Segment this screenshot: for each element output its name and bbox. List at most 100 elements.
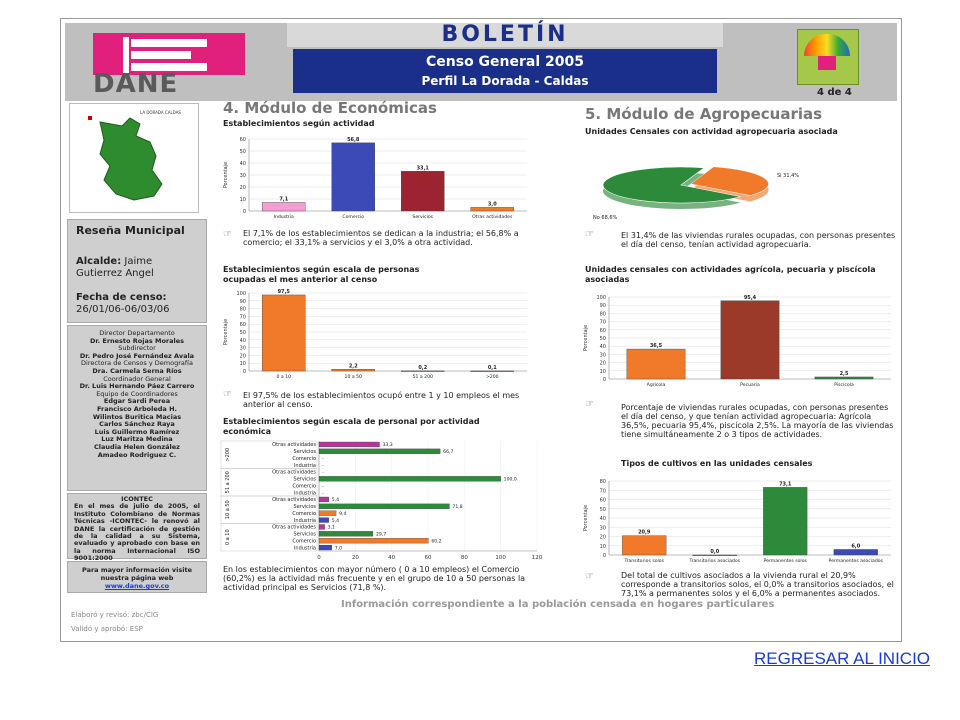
y-tick-label: 50 [240, 330, 246, 336]
y-tick-label: 60 [240, 137, 246, 143]
web-box: Para mayor información visite nuestra pá… [67, 561, 207, 593]
bar-10a50-4 [318, 517, 329, 523]
row-label: Comercio [292, 511, 316, 517]
x-category-label: Transitorios solos [623, 558, 664, 564]
bar-200-1 [318, 441, 380, 448]
bar-3 [401, 370, 445, 372]
y-tick-label: 20 [240, 353, 246, 359]
pointing-hand-icon: ☞ [223, 389, 232, 400]
bar-1 [626, 348, 686, 380]
dane-logo: DANE [93, 33, 245, 99]
row-label: Otras actividades [272, 497, 316, 503]
web-text: Para mayor información visite nuestra pá… [82, 566, 192, 582]
credit-role: Coordinador General [103, 374, 171, 383]
bar-2 [331, 142, 375, 212]
x-category-label: 0 a 10 [276, 374, 291, 380]
y-tick-label: 20 [600, 535, 606, 541]
x-category-label: 10 a 50 [345, 374, 363, 380]
y-tick-label: 90 [600, 303, 606, 309]
map-label: LA DORADA CALDAS [140, 110, 181, 115]
bar-0a10-4 [318, 544, 332, 551]
rainbow-icon [804, 34, 850, 56]
y-tick-label: 0 [243, 369, 246, 375]
bar-value-label: - [322, 484, 324, 489]
group-label: 51 a 200 [225, 471, 231, 493]
bar-3 [814, 376, 874, 380]
bar-4 [833, 549, 878, 556]
credit-name: Edgar Sardi Perea [103, 397, 171, 406]
bar-value-label: 97,5 [278, 289, 291, 295]
bar-3 [763, 487, 808, 556]
y-tick-label: 0 [243, 209, 246, 215]
map-image: LA DORADA CALDAS [88, 110, 181, 201]
title-band: BOLETÍN Censo General 2005 Perfil La Dor… [287, 23, 723, 93]
y-tick-label: 80 [240, 307, 246, 313]
bar-0a10-1 [318, 524, 325, 530]
bar-0a10-3 [318, 538, 429, 544]
chart-personal-por-actividad: 0 20 40 60 80 100 120 >200 Otras actividades 33,3… [220, 440, 543, 561]
pointing-hand-icon: ☞ [223, 229, 232, 240]
y-tick-label: 100 [596, 295, 606, 301]
y-tick-label: 50 [600, 336, 606, 342]
y-tick-label: 30 [240, 346, 246, 352]
profile-line: Perfil La Dorada - Caldas [421, 74, 589, 88]
bulletin-frame: DANE BOLETÍN Censo General 2005 Perfil L… [60, 18, 902, 642]
y-tick-label: 70 [600, 488, 606, 494]
bar-1 [622, 535, 667, 556]
chart-establecimientos-actividad: Porcentaje 0 10 20 30 40 50 60 7,1 Industria 56,8 C… [223, 137, 527, 220]
bulletin-title: BOLETÍN [287, 23, 723, 47]
credit-name: Dr. Pedro José Fernández Avala [79, 351, 195, 360]
y-tick-label: 40 [600, 516, 606, 522]
bar-value-label: 29,7 [376, 532, 386, 538]
credit-name: Luis Guillermo Ramírez [94, 427, 180, 436]
x-category-label: Otras actividades [472, 214, 513, 220]
bar-2 [720, 300, 780, 380]
bar-1 [262, 294, 306, 372]
pie-title: Unidades Censales con actividad agropecu… [585, 127, 838, 136]
y-tick-label: 30 [240, 173, 246, 179]
chart2-note: El 97,5% de los establecimientos ocupó e… [243, 391, 520, 409]
census-poster-image [797, 29, 859, 85]
chart5-title: Unidades censales con actividades agríco… [585, 265, 876, 284]
bar-value-label: - [322, 471, 324, 476]
row-label: Otras actividades [272, 525, 316, 531]
row-label: Otras actividades [272, 470, 316, 476]
chart1-note: El 7,1% de los establecimientos se dedic… [243, 229, 519, 247]
y-tick-label: 70 [600, 320, 606, 326]
footer-note: Información correspondiente a la poblaci… [341, 599, 775, 610]
bar-value-label: 3,0 [488, 201, 497, 207]
title-box: Censo General 2005 Perfil La Dorada - Ca… [293, 49, 717, 93]
bar-value-label: 0,1 [488, 365, 497, 371]
x-category-label: >200 [486, 374, 499, 380]
chart3-note: En los establecimientos con mayor número… [223, 565, 526, 592]
credit-role: Director Departamento [99, 329, 175, 337]
y-tick-label: 10 [240, 361, 246, 367]
row-label: Servicios [294, 477, 317, 483]
bar-4 [470, 207, 514, 212]
credit-name: Luz Maritza Medina [101, 435, 173, 444]
pie-slice-no [602, 166, 741, 204]
page-number: 4 de 4 [817, 87, 852, 98]
x-category-label: Servicios [412, 214, 433, 220]
icontec-title: ICONTEC [121, 495, 153, 503]
y-tick-label: 20 [600, 361, 606, 367]
web-url-link[interactable]: www.dane.gov.co [104, 582, 170, 590]
pie-label-si: Si 31,4% [777, 173, 799, 179]
back-to-start-link[interactable]: REGRESAR AL INICIO [753, 649, 931, 668]
chart1-title: Establecimientos según actividad [223, 119, 375, 128]
credit-name: Francisco Arboleda H. [97, 404, 177, 413]
icontec-box: ICONTEC En el mes de julio de 2005, el I… [67, 493, 207, 562]
row-label: Servicios [294, 532, 317, 538]
row-label: Industria [294, 490, 316, 496]
bar-value-label: - [322, 491, 324, 496]
bar-200-2 [318, 448, 441, 454]
bar-10a50-3 [318, 510, 337, 516]
bar-1 [262, 202, 306, 212]
alcalde-block: Alcalde: Jaime Gutierrez Angel [76, 256, 200, 280]
alcalde-name: Jaime Gutierrez Angel [76, 256, 154, 279]
bar-value-label: 60,2 [431, 538, 441, 544]
y-tick-label: 80 [600, 311, 606, 317]
bar-value-label: 2,5 [840, 371, 849, 377]
bar-value-label: 73,1 [779, 481, 792, 487]
chart6-title: Tipos de cultivos en las unidades censal… [621, 459, 813, 468]
